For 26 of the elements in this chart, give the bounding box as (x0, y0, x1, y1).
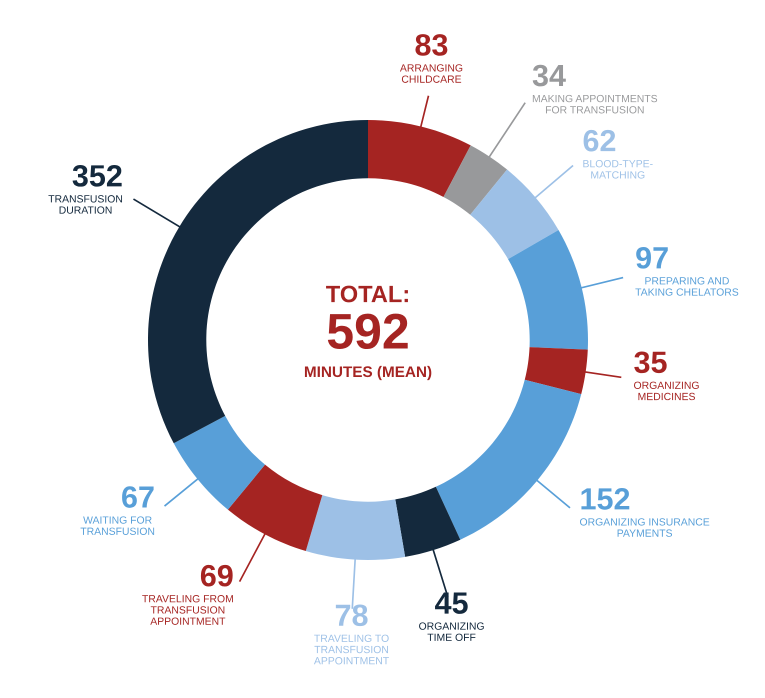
data-label: 152 (581, 488, 630, 510)
text: TOTAL: (326, 286, 408, 302)
slice-label: TRAVELING TO TRANSFUSION APPOINTMENT (314, 634, 389, 664)
slice-label: TRANSFUSION DURATION (48, 195, 122, 214)
slice-label: TRAVELING FROM TRANSFUSION APPOINTMENT (142, 595, 233, 625)
slice-label: WAITING FOR TRANSFUSION (80, 516, 154, 535)
slice-label: PREPARING AND TAKING CHELATORS (635, 277, 738, 296)
donut-slice (436, 380, 582, 540)
data-label: 45 (435, 592, 468, 614)
data-label: 352 (72, 165, 122, 187)
data-label: 97 (636, 246, 668, 269)
slice-label: BLOOD-TYPE- MATCHING (583, 160, 653, 179)
data-label: 35 (634, 351, 667, 374)
text: MINUTES (MEAN) (304, 366, 432, 380)
slice-label: ARRANGING CHILDCARE (400, 64, 462, 83)
slice-label: MAKING APPOINTMENTS FOR TRANSFUSION (532, 94, 658, 114)
data-label: 78 (336, 604, 368, 626)
slice-label: ORGANIZING INSURANCE PAYMENTS (580, 518, 710, 537)
data-label: 67 (122, 486, 154, 508)
data-label: 62 (584, 130, 616, 152)
text: 592 (328, 314, 408, 350)
slice-label: ORGANIZING MEDICINES (634, 382, 699, 400)
data-label: 34 (532, 64, 566, 86)
data-label: 83 (415, 34, 448, 56)
data-label: 69 (200, 564, 233, 587)
slice-label: ORGANIZING TIME OFF (419, 622, 484, 641)
